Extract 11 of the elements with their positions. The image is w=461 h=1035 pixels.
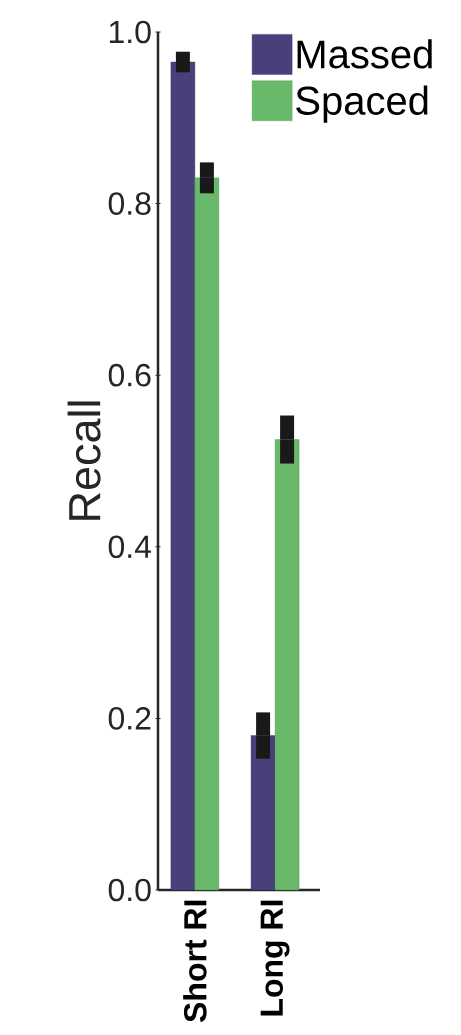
y-tick-label: 0.2 xyxy=(108,707,151,730)
y-tick-label: 0.0 xyxy=(108,878,151,902)
x-tick-label: Short RI xyxy=(183,900,207,1023)
x-tick-label: Long RI xyxy=(260,900,290,1016)
y-tick-label: 0.6 xyxy=(108,363,151,387)
legend-label: Massed xyxy=(297,39,432,69)
legend-label: Spaced xyxy=(296,85,428,123)
y-tick-label: 0.8 xyxy=(108,192,151,215)
y-tick-label: 0.4 xyxy=(108,535,152,559)
y-tick-label: 1.0 xyxy=(109,20,151,44)
y-axis-title: Recall xyxy=(67,401,101,520)
